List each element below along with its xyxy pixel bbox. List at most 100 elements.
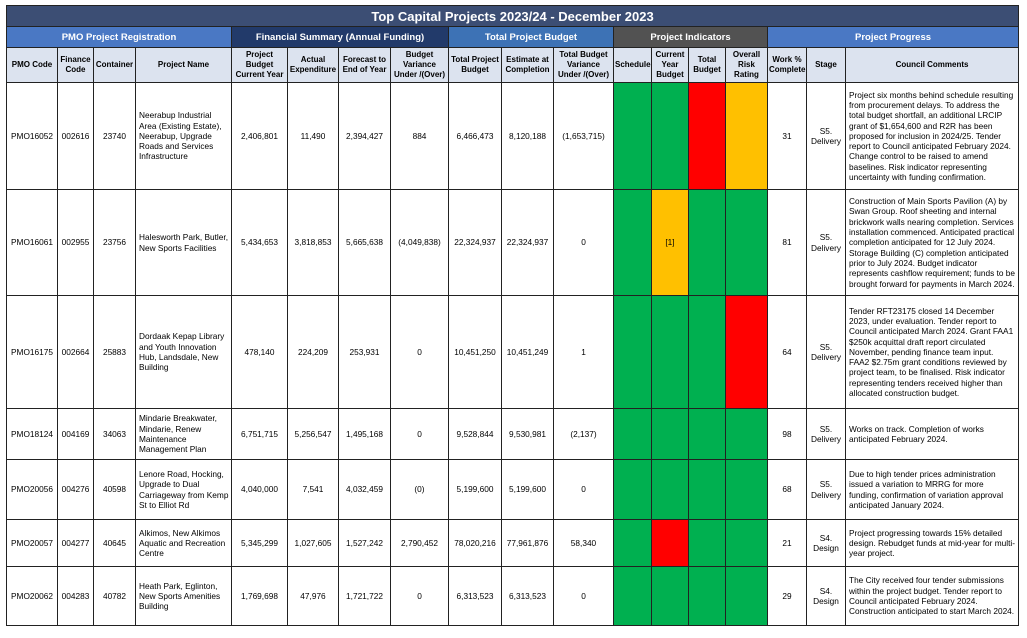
col-estimate-completion: Estimate at Completion <box>501 47 554 83</box>
cell-container: 34063 <box>93 408 136 460</box>
col-council-comments: Council Comments <box>844 47 1020 83</box>
table-row: PMO20057 004277 40645 Alkimos, New Alkimos … <box>6 519 1020 567</box>
indicator-schedule <box>613 566 652 626</box>
cell-budget-current-year: 478,140 <box>231 295 288 409</box>
col-stage: Stage <box>806 47 846 83</box>
cell-container: 23756 <box>93 189 136 296</box>
cell-work-complete: 31 <box>767 82 807 190</box>
cell-budget-variance: 2,790,452 <box>390 519 449 567</box>
cell-total-budget-variance: 0 <box>553 566 614 626</box>
indicator-schedule <box>613 519 652 567</box>
cell-total-budget-variance: 1 <box>553 295 614 409</box>
cell-actual-expenditure: 7,541 <box>287 459 339 520</box>
report-title: Top Capital Projects 2023/24 - December … <box>5 5 1020 27</box>
group-financial-summary: Financial Summary (Annual Funding) <box>231 26 449 48</box>
indicator-note: [1] <box>665 237 675 248</box>
group-registration: PMO Project Registration <box>6 26 232 48</box>
cell-pmo-code: PMO20056 <box>6 459 58 520</box>
cell-budget-variance: 0 <box>390 566 449 626</box>
col-total-budget: Total Budget <box>688 47 726 83</box>
indicator-total-budget <box>688 82 726 190</box>
group-project-indicators: Project Indicators <box>613 26 768 48</box>
indicator-overall-risk <box>725 189 768 296</box>
cell-total-budget-variance: 0 <box>553 189 614 296</box>
cell-project-name: Halesworth Park, Butler, New Sports Faci… <box>135 189 232 296</box>
cell-stage: S4. Design <box>806 566 846 626</box>
indicator-schedule <box>613 459 652 520</box>
cell-budget-variance: 0 <box>390 295 449 409</box>
table-row: PMO16061 002955 23756 Halesworth Park, Butl… <box>6 189 1020 296</box>
cell-council-comments: Works on track. Completion of works anti… <box>844 408 1020 460</box>
cell-estimate-completion: 22,324,937 <box>501 189 554 296</box>
cell-forecast: 253,931 <box>338 295 391 409</box>
cell-pmo-code: PMO16061 <box>6 189 58 296</box>
cell-total-project-budget: 10,451,250 <box>448 295 502 409</box>
cell-total-project-budget: 78,020,216 <box>448 519 502 567</box>
indicator-schedule <box>613 82 652 190</box>
cell-budget-current-year: 6,751,715 <box>231 408 288 460</box>
cell-actual-expenditure: 3,818,853 <box>287 189 339 296</box>
cell-estimate-completion: 8,120,188 <box>501 82 554 190</box>
cell-total-project-budget: 6,313,523 <box>448 566 502 626</box>
col-pmo-code: PMO Code <box>6 47 58 83</box>
cell-estimate-completion: 9,530,981 <box>501 408 554 460</box>
cell-estimate-completion: 5,199,600 <box>501 459 554 520</box>
cell-pmo-code: PMO16175 <box>6 295 58 409</box>
cell-budget-current-year: 5,345,299 <box>231 519 288 567</box>
table-row: PMO20062 004283 40782 Heath Park, Eglinton,… <box>6 566 1020 626</box>
cell-council-comments: Project six months behind schedule resul… <box>844 82 1020 190</box>
col-schedule: Schedule <box>613 47 652 83</box>
cell-work-complete: 68 <box>767 459 807 520</box>
cell-council-comments: Project progressing towards 15% detailed… <box>844 519 1020 567</box>
cell-project-name: Heath Park, Eglinton, New Sports Ameniti… <box>135 566 232 626</box>
cell-council-comments: Construction of Main Sports Pavilion (A)… <box>844 189 1020 296</box>
cell-total-project-budget: 9,528,844 <box>448 408 502 460</box>
cell-finance-code: 004276 <box>57 459 94 520</box>
cell-container: 40598 <box>93 459 136 520</box>
indicator-current-year-budget <box>651 459 689 520</box>
table-row: PMO18124 004169 34063 Mindarie Breakwater, … <box>6 408 1020 460</box>
col-actual-expenditure: Actual Expenditure <box>287 47 339 83</box>
group-project-progress: Project Progress <box>766 26 1020 48</box>
indicator-total-budget <box>688 459 726 520</box>
cell-total-project-budget: 5,199,600 <box>448 459 502 520</box>
cell-estimate-completion: 10,451,249 <box>501 295 554 409</box>
col-budget-variance: Budget Variance Under /(Over) <box>390 47 449 83</box>
cell-project-name: Mindarie Breakwater, Mindarie, Renew Mai… <box>135 408 232 460</box>
cell-container: 25883 <box>93 295 136 409</box>
col-total-budget-variance: Total Budget Variance Under /(Over) <box>553 47 614 83</box>
cell-finance-code: 004277 <box>57 519 94 567</box>
indicator-total-budget <box>688 189 726 296</box>
cell-stage: S5. Delivery <box>806 295 846 409</box>
cell-forecast: 1,495,168 <box>338 408 391 460</box>
indicator-overall-risk <box>725 459 768 520</box>
cell-forecast: 1,721,722 <box>338 566 391 626</box>
indicator-current-year-budget <box>651 519 689 567</box>
cell-estimate-completion: 77,961,876 <box>501 519 554 567</box>
cell-council-comments: Due to high tender prices administration… <box>844 459 1020 520</box>
col-overall-risk: Overall Risk Rating <box>725 47 768 83</box>
col-total-project-budget: Total Project Budget <box>448 47 502 83</box>
indicator-overall-risk <box>725 295 768 409</box>
cell-container: 40782 <box>93 566 136 626</box>
cell-work-complete: 21 <box>767 519 807 567</box>
cell-project-name: Neerabup Industrial Area (Existing Estat… <box>135 82 232 190</box>
cell-actual-expenditure: 47,976 <box>287 566 339 626</box>
cell-work-complete: 64 <box>767 295 807 409</box>
indicator-current-year-budget: [1] <box>651 189 689 296</box>
cell-stage: S5. Delivery <box>806 408 846 460</box>
capital-projects-table: Top Capital Projects 2023/24 - December … <box>5 5 1020 626</box>
table-row: PMO20056 004276 40598 Lenore Road, Hocking,… <box>6 459 1020 520</box>
cell-budget-variance: 884 <box>390 82 449 190</box>
cell-work-complete: 81 <box>767 189 807 296</box>
indicator-current-year-budget <box>651 295 689 409</box>
indicator-overall-risk <box>725 408 768 460</box>
cell-finance-code: 004283 <box>57 566 94 626</box>
cell-pmo-code: PMO20062 <box>6 566 58 626</box>
cell-budget-variance: (0) <box>390 459 449 520</box>
cell-container: 23740 <box>93 82 136 190</box>
cell-budget-current-year: 4,040,000 <box>231 459 288 520</box>
col-container: Container <box>93 47 136 83</box>
table-row: PMO16175 002664 25883 Dordaak Kepap Library… <box>6 295 1020 409</box>
cell-council-comments: The City received four tender submission… <box>844 566 1020 626</box>
